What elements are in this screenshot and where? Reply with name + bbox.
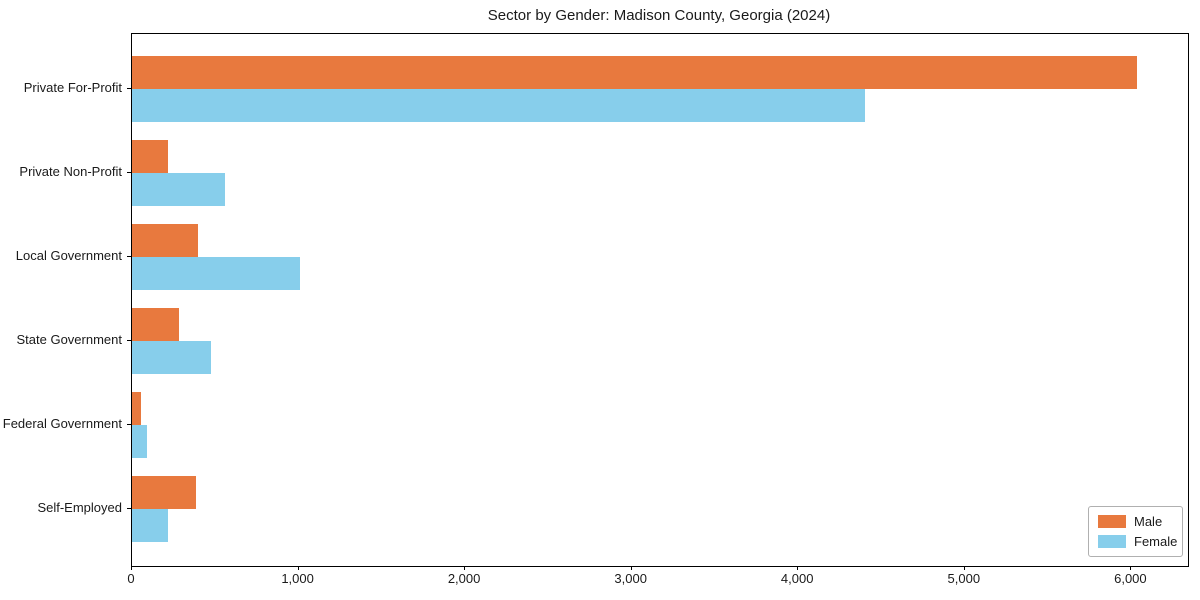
x-tick-mark [297, 566, 299, 570]
x-tick-label-1-000: 1,000 [281, 571, 314, 586]
y-tick-label-private-for-profit: Private For-Profit [23, 80, 122, 95]
x-tick-label-0: 0 [127, 571, 135, 586]
x-tick-label-4-000: 4,000 [780, 571, 814, 586]
bar-female-federal-government [132, 425, 148, 458]
legend-swatch-female-icon [1098, 535, 1126, 548]
y-tick-mark [127, 172, 131, 173]
bar-female-private-for-profit [132, 89, 866, 122]
x-tick-label-6-000: 6,000 [1114, 571, 1147, 586]
y-tick-label-local-government: Local Government [15, 248, 122, 263]
y-tick-label-federal-government: Federal Government [2, 416, 122, 431]
bar-male-private-non-profit [132, 140, 168, 173]
y-tick-mark [127, 256, 131, 257]
legend-swatch-male-icon [1098, 515, 1126, 528]
x-tick-mark [1130, 566, 1132, 570]
y-tick-mark [127, 340, 131, 341]
x-tick-mark [630, 566, 632, 570]
bar-male-local-government [132, 224, 198, 257]
y-tick-mark [127, 508, 131, 509]
legend-label-male: Male [1134, 514, 1163, 529]
bar-female-state-government [132, 341, 212, 374]
bar-female-self-employed [132, 509, 169, 542]
y-tick-label-state-government: State Government [16, 332, 123, 347]
x-tick-mark [131, 566, 132, 570]
bar-male-self-employed [132, 476, 196, 509]
bar-male-state-government [132, 308, 179, 341]
legend: Male Female [1088, 506, 1183, 557]
x-tick-mark [797, 566, 799, 570]
y-tick-mark [127, 424, 131, 425]
x-tick-mark [963, 566, 965, 570]
bar-male-private-for-profit [132, 56, 1137, 89]
x-tick-mark [464, 566, 466, 570]
legend-item-female: Female [1098, 533, 1177, 550]
x-tick-label-2-000: 2,000 [447, 571, 481, 586]
y-tick-mark [127, 88, 131, 89]
legend-item-male: Male [1098, 513, 1173, 530]
legend-label-female: Female [1134, 534, 1178, 549]
y-tick-label-self-employed: Self-Employed [37, 500, 122, 515]
x-tick-label-3-000: 3,000 [614, 571, 647, 586]
chart-title: Sector by Gender: Madison County, Georgi… [487, 7, 831, 24]
x-tick-label-5-000: 5,000 [947, 571, 981, 586]
plot-area [131, 33, 1189, 567]
bar-female-local-government [132, 257, 300, 290]
bar-female-private-non-profit [132, 173, 225, 206]
y-tick-label-private-non-profit: Private Non-Profit [19, 164, 122, 179]
bar-male-federal-government [132, 392, 141, 425]
